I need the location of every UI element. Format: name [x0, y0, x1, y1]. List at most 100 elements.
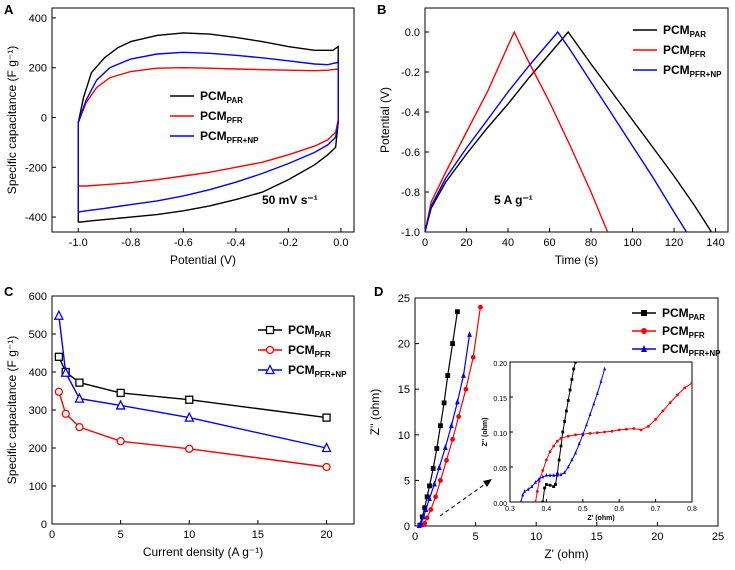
panel-b-xtick-label: 40: [502, 237, 514, 249]
panel-d-point: [455, 309, 460, 315]
panel-a-ytick-label: 0: [41, 113, 47, 125]
panel-d-point: [442, 444, 448, 450]
panel-d-inset-point: [599, 379, 603, 383]
panel-d-inset-point: [541, 469, 545, 472]
panel-d-inset-point: [603, 430, 607, 434]
panel-c-point: [116, 437, 125, 446]
panel-d-point: [422, 505, 428, 511]
panel-d-inset-point: [548, 483, 552, 487]
panel-a-legend-entry: PCMPFR: [170, 109, 243, 125]
panel-d-inset-point: [561, 430, 565, 434]
panel-d-inset-point: [555, 473, 559, 477]
panel-d-xtick-label: 0: [412, 531, 418, 543]
panel-d-xlabel: Z' (ohm): [544, 547, 588, 561]
panel-c-legend-label: PCMPFR+NP: [288, 363, 347, 379]
panel-b-legend-entry: PCMPFR+NP: [633, 63, 722, 79]
panel-d-inset-point: [585, 422, 588, 427]
panel-b-xtick-label: 60: [543, 237, 555, 249]
panel-c-legend-entry: PCMPFR+NP: [258, 363, 347, 379]
panel-d-point: [444, 457, 449, 463]
panel-d-point: [427, 495, 432, 502]
panel-a-ytick-label: -200: [25, 162, 47, 174]
panel-d-inset-point: [559, 472, 563, 477]
panel-d-inset-point: [545, 458, 548, 462]
panel-c-xtick-label: 0: [49, 529, 55, 541]
panel-b-legend-label: PCMPAR: [663, 23, 706, 39]
panel-d-inset-ylabel: Z'' (ohm): [482, 418, 489, 447]
panel-b-series-pfr: [424, 30, 609, 233]
panel-d-point: [467, 331, 472, 337]
panel-d-inset-point: [555, 439, 559, 443]
panel-d-xtick-label: 5: [473, 531, 479, 543]
panel-b-legend-label: PCMPFR: [663, 43, 706, 59]
panel-b-legend-label: PCMPFR+NP: [663, 63, 722, 79]
panel-d-inset-point: [603, 366, 607, 371]
panel-d-legend-entry: PCMPAR: [632, 306, 705, 322]
panel-c-xtick-label: 5: [118, 529, 124, 541]
panel-b-annotation: 5 A g⁻¹: [494, 193, 533, 207]
panel-b-xlabel: Time (s): [555, 253, 599, 267]
panel-c-legend-label: PCMPFR: [288, 343, 331, 359]
panel-d-point: [424, 515, 430, 521]
panel-b-legend-entry: PCMPAR: [633, 23, 706, 39]
panel-d-inset-point: [552, 485, 556, 488]
panel-d-legend-label: PCMPFR: [662, 324, 705, 340]
panel-d-point: [478, 304, 483, 310]
panel-d-inset-point: [683, 386, 687, 390]
panel-c-point: [54, 387, 64, 396]
panel-c-ylabel: Specific capacitance (F g⁻¹): [5, 336, 19, 484]
panel-d-inset-point: [625, 427, 628, 431]
panel-a-line: [77, 66, 339, 187]
panel-d-inset-point: [654, 418, 657, 421]
panel-d-inset-point: [676, 393, 679, 397]
panel-d-inset-point: [548, 473, 552, 477]
panel-d-inset-point: [610, 429, 614, 433]
panel-d-inset-point: [595, 391, 599, 395]
panel-b-letter: B: [377, 2, 386, 17]
panel-d-inset-point: [574, 362, 577, 364]
panel-d-ytick-label: 5: [404, 475, 410, 487]
panel-c-point: [185, 444, 194, 453]
panel-d-point: [470, 354, 476, 360]
panel-d-inset-point: [661, 409, 665, 413]
panel-b-ylabel: Potential (V): [378, 87, 392, 153]
panel-d-point: [456, 414, 462, 419]
panel-b-xtick-label: 100: [623, 237, 641, 249]
panel-d-inset-point: [617, 428, 621, 432]
panel-d-point: [445, 373, 451, 378]
panel-c-point: [321, 442, 332, 453]
panel-c-point: [184, 411, 195, 422]
panel-c-letter: C: [4, 284, 14, 299]
panel-d-legend-label: PCMPAR: [662, 306, 705, 322]
panel-b-ytick-label: -0.2: [401, 67, 420, 79]
panel-c-legend-entry: PCMPAR: [258, 323, 331, 339]
panel-a-ytick-label: 400: [29, 13, 47, 25]
panel-c-series-pfr-np: [53, 309, 332, 453]
panel-a-series-pfr: [77, 66, 339, 187]
panel-d-inset-point: [563, 470, 566, 474]
panel-a-xtick-label: -0.2: [279, 237, 298, 249]
panel-d-inset-point: [646, 425, 650, 428]
panel-d-point: [450, 341, 455, 346]
panel-b-xtick-label: 80: [585, 237, 597, 249]
panel-d-inset-ytick-label: 0.00: [493, 501, 507, 508]
panel-a-series-pfr-np: [77, 51, 339, 213]
panel-c-point: [61, 409, 70, 418]
panel-d-point: [422, 520, 428, 526]
panel-d-inset-xlabel: Z' (ohm): [587, 515, 614, 522]
panel-d-inset-xtick-label: 0.4: [542, 506, 552, 513]
panel-c-xtick-label: 10: [183, 529, 195, 541]
panel-c-legend-marker: [265, 345, 275, 355]
panel-d-legend-marker: [641, 310, 647, 316]
panel-a-legend-label: PCMPFR+NP: [200, 129, 259, 145]
panel-d-inset: 0.3 0.4 0.5 0.6 0.7 0.8 0.00 0.05 0.10 0.15 0.20 Z'…: [482, 361, 697, 522]
panel-b-series-par: [424, 30, 712, 233]
panel-d-point: [450, 436, 455, 442]
panel-c-point: [74, 392, 85, 403]
panel-a-frame: [51, 7, 355, 233]
panel-d-inset-point: [566, 399, 570, 402]
panel-d-inset-point: [554, 483, 557, 486]
panel-d-inset-xtick-label: 0.5: [578, 506, 588, 513]
